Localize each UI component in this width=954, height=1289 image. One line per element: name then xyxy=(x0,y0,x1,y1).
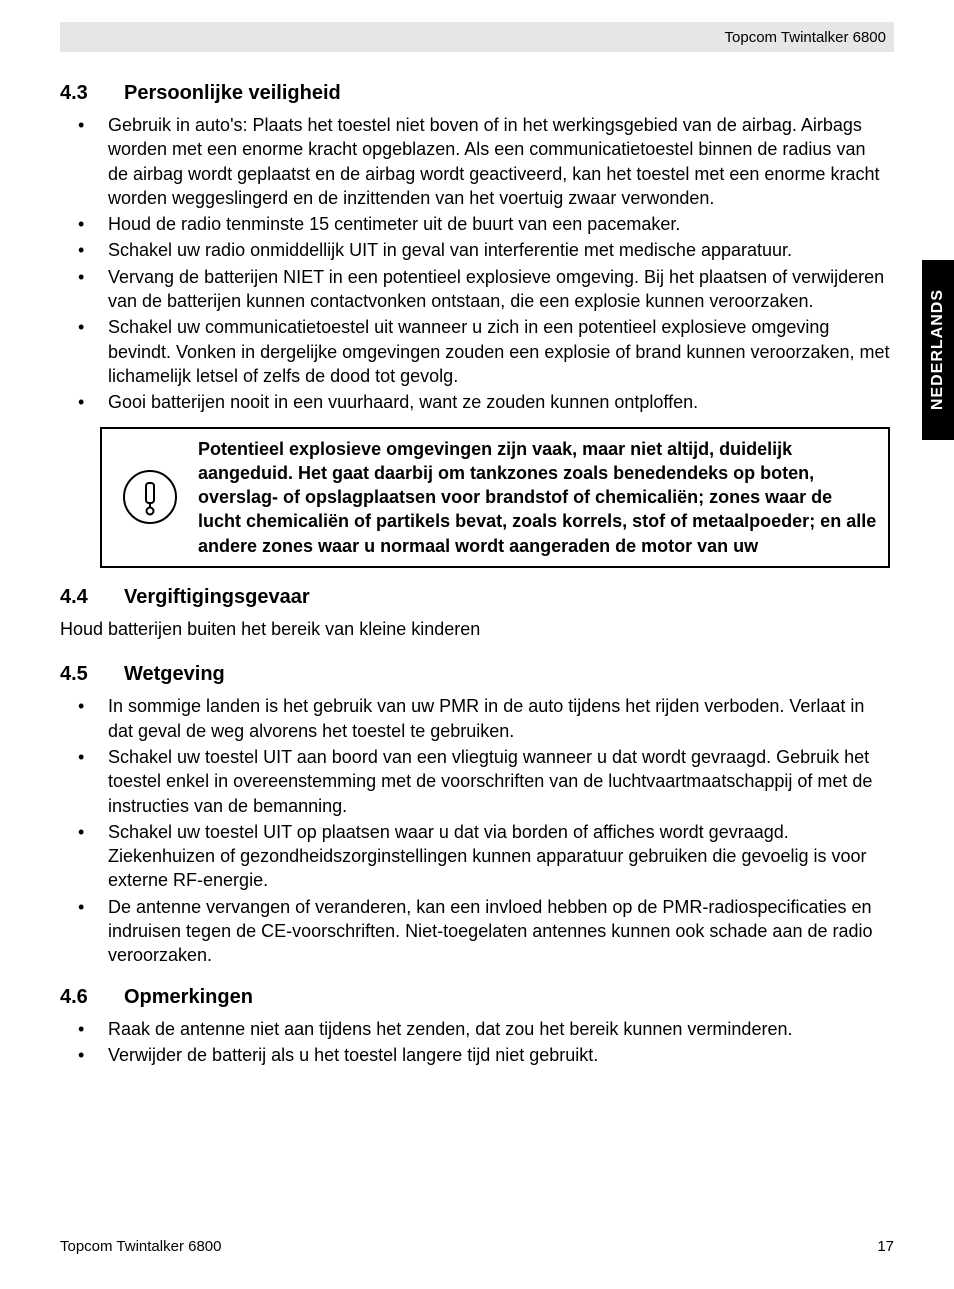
note-text: Potentieel explosieve omgevingen zijn va… xyxy=(198,437,878,558)
list-item: In sommige landen is het gebruik van uw … xyxy=(60,694,890,743)
heading-title: Wetgeving xyxy=(124,663,225,685)
info-icon xyxy=(102,469,198,525)
language-tab: NEDERLANDS xyxy=(922,260,954,440)
heading-4-4: 4.4Vergiftigingsgevaar xyxy=(60,586,890,609)
list-item: Vervang de batterijen NIET in een potent… xyxy=(60,265,890,314)
heading-title: Persoonlijke veiligheid xyxy=(124,82,341,104)
list-item: Schakel uw radio onmiddellijk UIT in gev… xyxy=(60,238,890,262)
header-product: Topcom Twintalker 6800 xyxy=(725,29,886,46)
header-bar: Topcom Twintalker 6800 xyxy=(60,22,894,52)
list-item: Schakel uw communicatietoestel uit wanne… xyxy=(60,315,890,388)
list-item: Schakel uw toestel UIT aan boord van een… xyxy=(60,745,890,818)
list-item: De antenne vervangen of veranderen, kan … xyxy=(60,895,890,968)
bullets-4-6: Raak de antenne niet aan tijdens het zen… xyxy=(60,1017,890,1068)
body-4-4: Houd batterijen buiten het bereik van kl… xyxy=(60,617,890,641)
note-box: Potentieel explosieve omgevingen zijn va… xyxy=(100,427,890,568)
heading-4-6: 4.6Opmerkingen xyxy=(60,986,890,1009)
list-item: Schakel uw toestel UIT op plaatsen waar … xyxy=(60,820,890,893)
heading-num: 4.3 xyxy=(60,82,124,105)
heading-num: 4.6 xyxy=(60,986,124,1009)
content: 4.3Persoonlijke veiligheid Gebruik in au… xyxy=(60,68,890,1075)
heading-4-5: 4.5Wetgeving xyxy=(60,663,890,686)
bullets-4-5: In sommige landen is het gebruik van uw … xyxy=(60,694,890,967)
bullets-4-3: Gebruik in auto's: Plaats het toestel ni… xyxy=(60,113,890,415)
heading-num: 4.5 xyxy=(60,663,124,686)
heading-4-3: 4.3Persoonlijke veiligheid xyxy=(60,82,890,105)
language-tab-label: NEDERLANDS xyxy=(929,289,947,410)
list-item: Verwijder de batterij als u het toestel … xyxy=(60,1043,890,1067)
list-item: Gooi batterijen nooit in een vuurhaard, … xyxy=(60,390,890,414)
page: Topcom Twintalker 6800 NEDERLANDS 4.3Per… xyxy=(0,0,954,1289)
list-item: Raak de antenne niet aan tijdens het zen… xyxy=(60,1017,890,1041)
heading-title: Opmerkingen xyxy=(124,986,253,1008)
footer-left: Topcom Twintalker 6800 xyxy=(60,1238,221,1255)
footer: Topcom Twintalker 6800 17 xyxy=(60,1238,894,1255)
list-item: Houd de radio tenminste 15 centimeter ui… xyxy=(60,212,890,236)
list-item: Gebruik in auto's: Plaats het toestel ni… xyxy=(60,113,890,210)
footer-page-number: 17 xyxy=(877,1238,894,1255)
heading-title: Vergiftigingsgevaar xyxy=(124,586,310,608)
heading-num: 4.4 xyxy=(60,586,124,609)
